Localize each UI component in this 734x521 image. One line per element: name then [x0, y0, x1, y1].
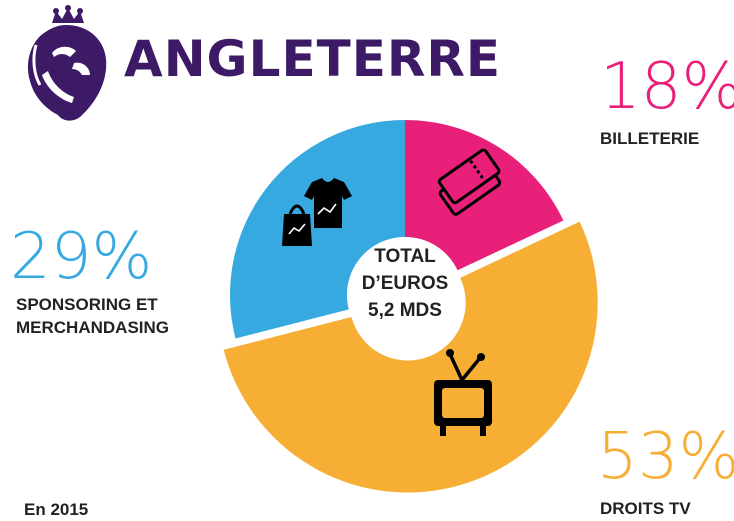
slice-droits-tv — [223, 221, 598, 493]
center-total-line-1: TOTAL — [374, 246, 436, 267]
tickets-icon — [437, 148, 502, 216]
merch-icon — [282, 178, 352, 246]
sponsoring-percent: 29% — [10, 220, 153, 294]
sponsoring-label-line2: MERCHANDASING — [16, 317, 169, 337]
page-title: ANGLETERRE — [124, 30, 502, 88]
year-footnote: En 2015 — [24, 500, 89, 519]
droits-tv-label: DROITS TV — [600, 499, 691, 518]
tv-icon — [434, 349, 492, 436]
sponsoring-label-line1: SPONSORING ET — [16, 295, 158, 314]
droits-tv-percent: 53% — [597, 420, 734, 494]
center-total-line-2: D’EUROS — [362, 273, 449, 294]
billeterie-label: BILLETERIE — [600, 129, 700, 148]
sponsoring-label: SPONSORING ET MERCHANDASING — [16, 294, 169, 340]
donut-hole — [347, 237, 463, 353]
center-total-line-3: 5,2 MDS — [368, 300, 442, 321]
slice-sponsoring-et-merchandasing — [229, 120, 405, 339]
premier-league-lion-logo-icon — [27, 5, 107, 121]
billeterie-percent: 18% — [600, 50, 734, 124]
